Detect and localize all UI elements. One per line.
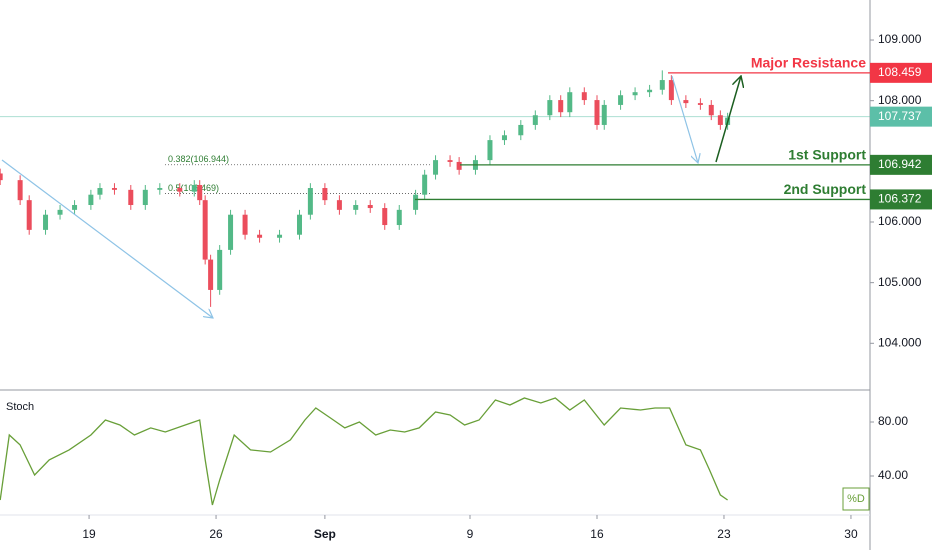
price-badge — [870, 106, 932, 127]
candle-body — [228, 214, 234, 250]
candle-body — [581, 92, 587, 101]
y-tick-label: 106.000 — [878, 214, 922, 228]
candle-body — [382, 208, 388, 226]
candle-body — [202, 200, 208, 260]
drawings — [1, 75, 741, 318]
candle-body — [683, 100, 689, 104]
price-badge-label: 106.942 — [878, 157, 922, 171]
candle-body — [518, 124, 524, 136]
candle-body — [336, 200, 342, 210]
x-tick-label: Sep — [314, 527, 336, 541]
y-tick-label: 105.000 — [878, 275, 922, 289]
candle-body — [413, 194, 419, 210]
candle-body — [456, 161, 462, 170]
y-tick-label: 109.000 — [878, 32, 922, 46]
candle-body — [567, 92, 573, 113]
x-tick-label: 23 — [717, 527, 731, 541]
panels — [0, 0, 871, 550]
labels: Stoch %D Major Resistance 1st Support 2nd … — [6, 32, 932, 541]
x-tick-label: 19 — [82, 527, 96, 541]
level-label: 1st Support — [788, 147, 866, 163]
candle-body — [367, 205, 373, 209]
candle-body — [88, 194, 94, 206]
candle-body — [157, 188, 163, 190]
candle-body — [257, 234, 263, 238]
y-tick-label: 40.00 — [878, 468, 908, 482]
candle-body — [396, 209, 402, 226]
candle-body — [217, 249, 223, 290]
x-tick-label: 26 — [209, 527, 223, 541]
stoch-line — [0, 397, 728, 506]
candle-body — [43, 214, 49, 230]
legend-badge — [842, 487, 870, 511]
legend-label: %D — [847, 493, 865, 505]
level-label: 2nd Support — [784, 181, 867, 197]
candle-body — [208, 259, 214, 290]
candle-body — [191, 184, 197, 192]
candle-body — [601, 104, 607, 125]
candle-body — [72, 205, 78, 210]
price-badge — [870, 62, 932, 83]
x-tick-label: 30 — [844, 527, 858, 541]
trend-arrow — [671, 75, 698, 163]
candle-body — [197, 184, 203, 201]
price-badge-label: 107.737 — [878, 109, 922, 123]
candle-body — [659, 80, 665, 90]
y-tick-label: 108.000 — [878, 93, 922, 107]
candle-body — [558, 100, 564, 113]
series: 0.382(106.944)0.5(106.469) — [0, 70, 870, 506]
trend-arrow — [1, 159, 213, 318]
price-badge-label: 108.459 — [878, 65, 922, 79]
trend-arrow — [715, 76, 741, 163]
candle-body — [296, 214, 302, 235]
candle-body — [142, 189, 148, 206]
price-badge — [870, 154, 932, 175]
candle-body — [618, 95, 624, 105]
candle-body — [547, 100, 553, 116]
indicator-title: Stoch — [6, 401, 34, 413]
candle-body — [647, 89, 653, 93]
candle-body — [708, 104, 714, 116]
price-badge-label: 106.372 — [878, 192, 922, 206]
candle-body — [447, 160, 453, 162]
x-tick-label: 9 — [467, 527, 474, 541]
x-tick-label: 16 — [590, 527, 604, 541]
candle-body — [487, 140, 493, 161]
candle-body — [322, 188, 328, 201]
candle-body — [422, 174, 428, 195]
candle-body — [501, 135, 507, 141]
candle-body — [277, 234, 283, 238]
candle-body — [594, 100, 600, 125]
candle-body — [242, 214, 248, 235]
fib-label: 0.382(106.944) — [168, 154, 229, 164]
candle-body — [433, 160, 439, 175]
candle-body — [57, 209, 63, 215]
candle-body — [26, 200, 32, 230]
candle-body — [697, 103, 703, 105]
price-badge — [870, 189, 932, 210]
candle-body — [17, 180, 23, 201]
candle-body — [0, 173, 3, 181]
candle-body — [177, 188, 183, 192]
candle-body — [128, 189, 134, 206]
candle-body — [307, 188, 313, 215]
candle-body — [668, 80, 674, 101]
level-label: Major Resistance — [751, 55, 866, 71]
candle-body — [632, 92, 638, 96]
candle-body — [111, 188, 117, 190]
y-tick-label: 80.00 — [878, 414, 908, 428]
candle-body — [353, 205, 359, 210]
candle-body — [532, 115, 538, 125]
candle-body — [97, 188, 103, 195]
y-tick-label: 104.000 — [878, 335, 922, 349]
candle-body — [717, 115, 723, 125]
